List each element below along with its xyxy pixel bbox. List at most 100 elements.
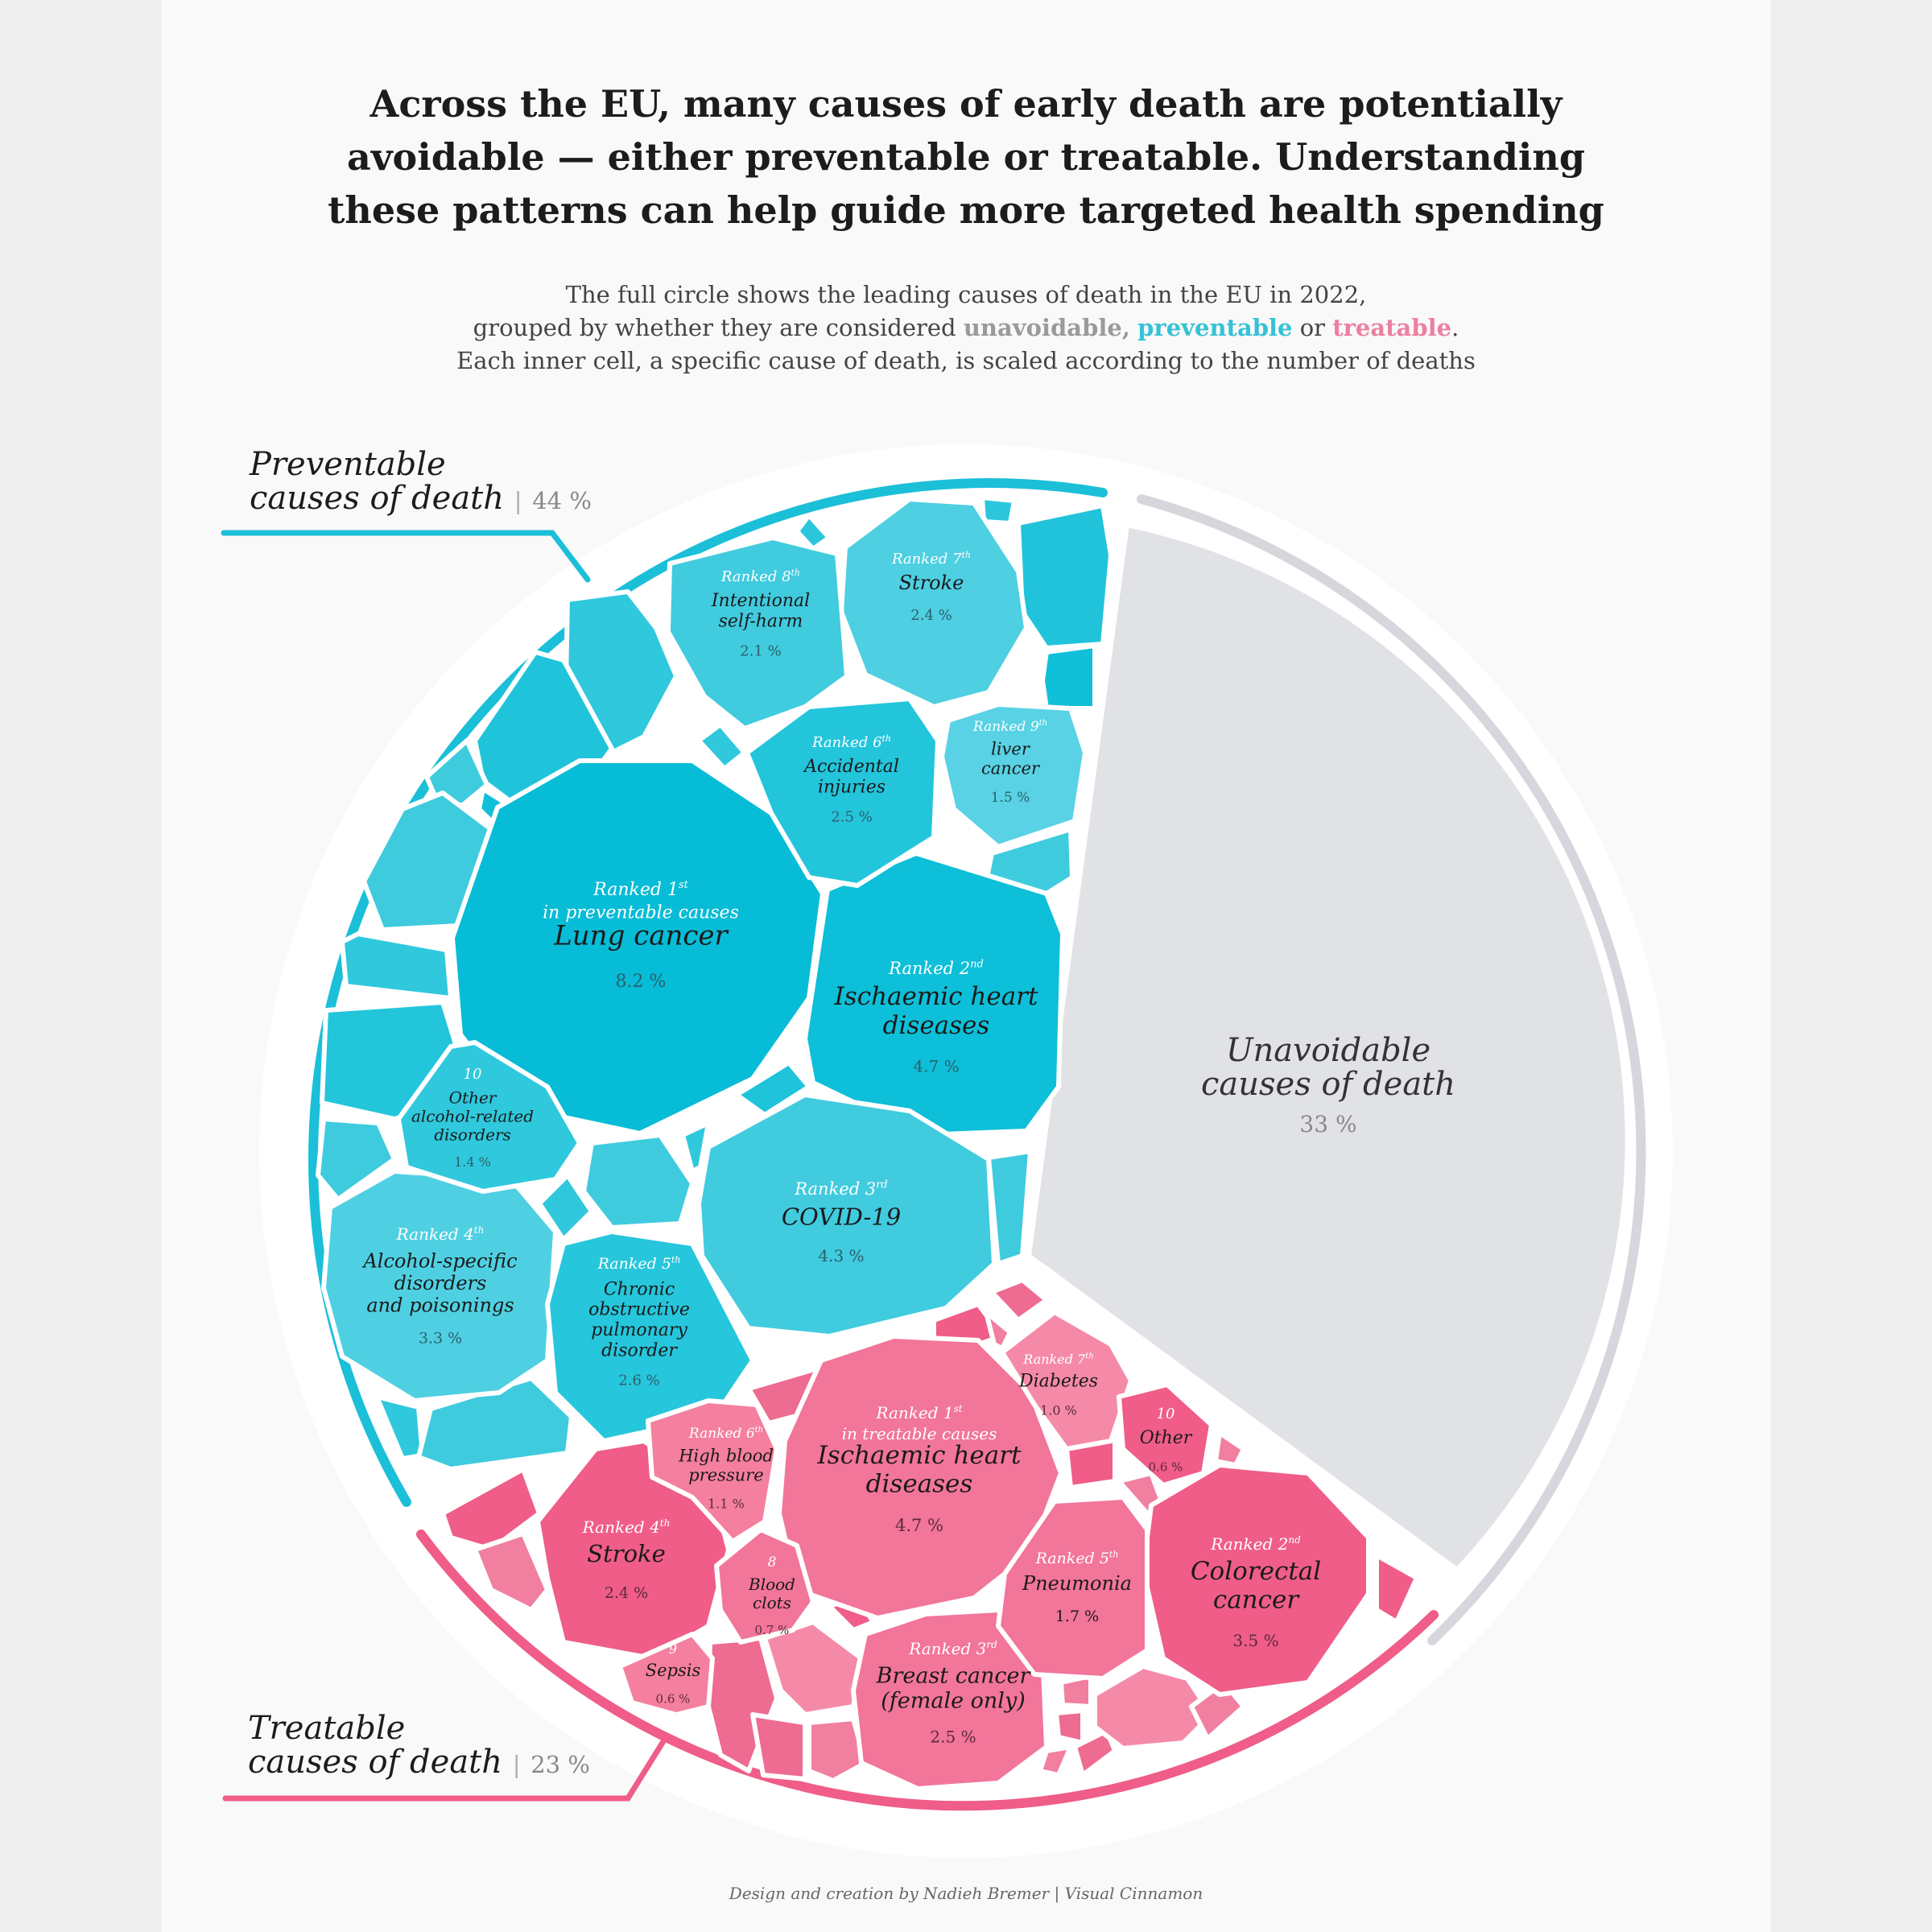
treatable-cell-4-label: Ranked 4th Stroke 2.4 %: [582, 1517, 671, 1602]
cause-name: Stroke: [587, 1540, 666, 1567]
treatable-cell-pneumonia: [996, 1495, 1150, 1681]
treatable-minor-cell: [473, 1531, 550, 1612]
cause-pct: 1.0 %: [1040, 1402, 1077, 1418]
unavoidable-ring: [1137, 494, 1646, 1645]
rank-label: Ranked 3rd: [908, 1639, 997, 1658]
cause-pct: 2.5 %: [930, 1728, 976, 1747]
rank-label: Ranked 5th: [597, 1254, 681, 1273]
preventable-minor-cell: [680, 1121, 711, 1174]
cause-name: (female only): [881, 1689, 1025, 1714]
preventable-minor-cell: [340, 931, 453, 1001]
cause-name: COVID-19: [782, 1203, 901, 1230]
preventable-section-label: Preventable causes of death | 44 %: [250, 446, 592, 517]
preventable-leader-line: [221, 530, 591, 583]
treatable-cell-other: [1117, 1382, 1214, 1488]
preventable-cell-ischaemic: [803, 851, 1065, 1137]
cause-name: High blood: [678, 1446, 774, 1465]
cause-pct: 2.1 %: [740, 643, 781, 660]
cause-name: pressure: [688, 1466, 763, 1485]
subtitle: The full circle shows the leading causes…: [0, 279, 1932, 378]
legend-preventable: preventable: [1137, 314, 1293, 341]
cause-pct: 3.5 %: [1232, 1631, 1278, 1650]
rank-label: Ranked 7th: [891, 550, 971, 568]
rank-label: Ranked 2nd: [1210, 1534, 1301, 1554]
cause-pct: 1.1 %: [708, 1496, 745, 1511]
cause-name: Colorectal: [1191, 1557, 1321, 1586]
title-line: avoidable — either preventable or treata…: [347, 135, 1585, 179]
treatable-cell-blood-clots: [714, 1527, 815, 1645]
cause-name: cancer: [981, 759, 1041, 778]
preventable-minor-cell: [734, 1060, 811, 1117]
treatable-cell-high-bp: [646, 1398, 779, 1544]
treatable-cell-3-label: Ranked 3rd Breast cancer(female only) 2.5 …: [876, 1639, 1032, 1747]
cause-pct: 1.5 %: [991, 790, 1030, 806]
preventable-cell-other-alcohol: [396, 1040, 582, 1194]
rank-label: 8: [768, 1554, 777, 1571]
preventable-minor-cell: [537, 1173, 594, 1242]
cause-name: pulmonary: [591, 1320, 687, 1340]
title-line: these patterns can help guide more targe…: [328, 188, 1604, 232]
rank-label: Ranked 7th: [1022, 1352, 1093, 1367]
cause-name: diseases: [866, 1470, 973, 1499]
unavoidable-title: causes of death: [1201, 1066, 1455, 1103]
treatable-minor-cell: [1374, 1553, 1419, 1624]
cause-name: Breast cancer: [876, 1663, 1032, 1688]
rank-note: in treatable causes: [842, 1424, 997, 1443]
rank-label: Ranked 6th: [811, 733, 891, 751]
cause-name: Ischaemic heart: [817, 1441, 1022, 1470]
cause-pct: 4.7 %: [913, 1056, 959, 1075]
treatable-cell-9-label: 9 Sepsis 0.6 %: [646, 1641, 701, 1706]
cause-name: Other: [1140, 1428, 1193, 1448]
preventable-minor-cell: [986, 1149, 1033, 1266]
cause-pct: 8.2 %: [616, 972, 667, 992]
preventable-minor-cell: [416, 1376, 574, 1472]
treatable-leader-line: [222, 1736, 668, 1802]
cause-name: Stroke: [899, 572, 964, 594]
cause-name: diseases: [883, 1011, 990, 1040]
cause-name: disorders: [434, 1125, 511, 1144]
unavoidable-title: Unavoidable: [1226, 1032, 1430, 1069]
cause-pct: 4.7 %: [895, 1516, 943, 1535]
preventable-cell-3-label: Ranked 3rd COVID-19 4.3 %: [782, 1179, 901, 1265]
cause-name: liver: [991, 739, 1031, 758]
unavoidable-cell: [1026, 522, 1630, 1572]
cause-pct: 0.7 %: [755, 1623, 790, 1637]
treatable-cell-breast: [851, 1608, 1049, 1791]
treatable-pct: 23 %: [530, 1751, 590, 1778]
preventable-cell-self-harm: [666, 535, 849, 731]
title-line: Across the EU, many causes of early deat…: [369, 82, 1563, 126]
page-title: Across the EU, many causes of early deat…: [0, 77, 1932, 237]
cause-name: Diabetes: [1018, 1372, 1098, 1392]
cause-name: disorder: [601, 1340, 678, 1360]
cause-pct: 2.4 %: [605, 1584, 648, 1602]
credit: Design and creation by Nadieh Bremer | V…: [729, 1884, 1203, 1903]
rank-label: Ranked 8th: [720, 568, 800, 585]
rank-label: Ranked 9th: [972, 719, 1047, 735]
treatable-cell-10-label: 10 Other 0.6 %: [1140, 1406, 1193, 1474]
rank-label: 9: [669, 1641, 677, 1657]
preventable-cell-lung-cancer: [450, 758, 825, 1136]
cause-pct: 3.3 %: [419, 1330, 462, 1348]
cause-pct: 2.5 %: [831, 809, 872, 826]
unavoidable-pct: 33 %: [1299, 1111, 1356, 1137]
preventable-cell-5-label: Ranked 5th Chronicobstructivepulmonarydis…: [588, 1254, 690, 1389]
cause-name: cancer: [1213, 1586, 1301, 1615]
cause-name: obstructive: [588, 1300, 690, 1320]
cause-pct: 1.4 %: [454, 1154, 491, 1170]
subtitle-line: The full circle shows the leading causes…: [565, 281, 1367, 308]
rank-label: Ranked 1st: [875, 1403, 962, 1422]
preventable-cell-stroke: [839, 497, 1029, 709]
cause-name: alcohol-related: [411, 1106, 534, 1125]
cause-name: Pneumonia: [1022, 1572, 1132, 1595]
